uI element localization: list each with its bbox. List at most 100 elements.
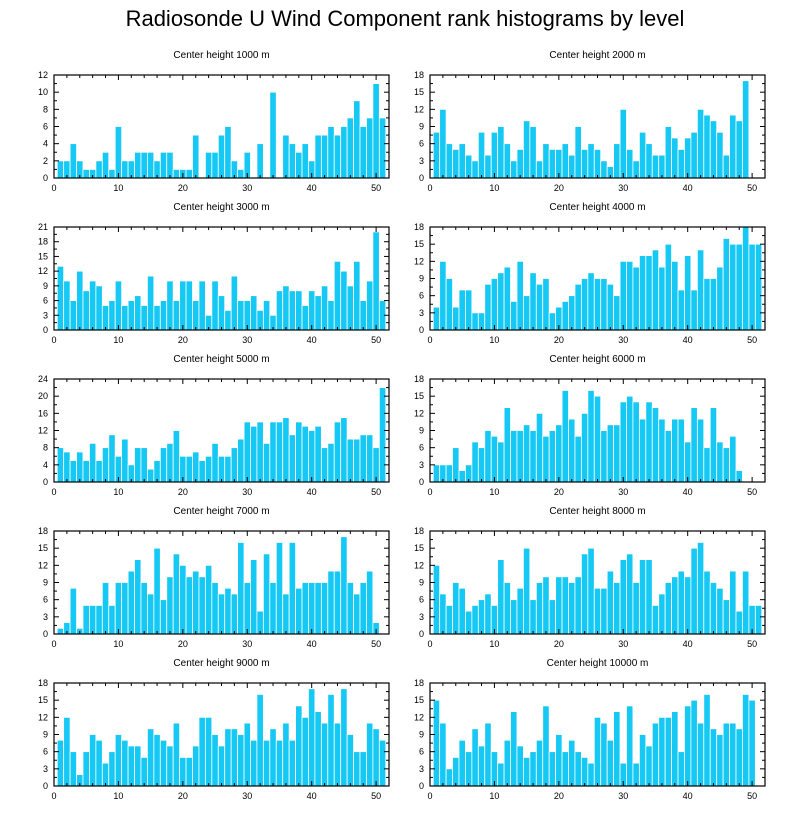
- histogram-bar: [121, 438, 129, 483]
- x-tick-label: 20: [554, 335, 564, 345]
- histogram-bar: [645, 401, 653, 483]
- x-tick-label: 20: [178, 791, 188, 801]
- y-tick-label: 12: [414, 408, 424, 418]
- histogram-bar: [516, 260, 524, 331]
- histogram-bar: [497, 126, 505, 179]
- histogram-bar: [295, 587, 303, 635]
- histogram-bar: [262, 553, 271, 635]
- histogram-bar: [134, 151, 142, 179]
- histogram-bar: [690, 407, 698, 483]
- y-tick-label: 6: [43, 747, 48, 757]
- histogram-bar: [95, 460, 103, 483]
- histogram-bar: [172, 300, 181, 331]
- y-tick-label: 6: [419, 291, 424, 301]
- histogram-bar: [606, 570, 614, 635]
- histogram-bar: [147, 593, 155, 635]
- histogram-bar: [147, 468, 155, 483]
- histogram-bar: [153, 734, 161, 787]
- histogram-bar: [619, 108, 627, 179]
- histogram-bar: [458, 470, 466, 483]
- histogram-bar: [140, 756, 148, 787]
- histogram-bar: [262, 300, 271, 331]
- histogram-bar: [593, 716, 602, 787]
- histogram-bar: [651, 604, 660, 635]
- histogram-bar: [147, 151, 155, 179]
- histogram-bar: [684, 705, 692, 787]
- histogram-bar: [709, 582, 718, 635]
- histogram-bar: [651, 249, 660, 331]
- histogram-bar: [69, 300, 77, 331]
- histogram-bar: [153, 460, 161, 483]
- histogram-bar: [89, 442, 97, 483]
- histogram-bar: [638, 255, 647, 331]
- x-tick-label: 20: [554, 487, 564, 497]
- histogram-bar: [664, 716, 672, 787]
- y-tick-label: 10: [38, 87, 48, 97]
- histogram-bar: [378, 739, 387, 787]
- histogram-bar: [366, 722, 374, 787]
- histogram-bar: [452, 447, 460, 483]
- histogram-bar: [523, 120, 531, 179]
- histogram-bar: [224, 309, 232, 331]
- histogram-bar: [580, 756, 589, 787]
- histogram-bar: [353, 593, 361, 635]
- y-tick-label: 0: [43, 173, 48, 183]
- histogram-bar: [632, 401, 640, 483]
- histogram-bar: [735, 728, 743, 787]
- y-tick-label: 15: [414, 695, 424, 705]
- histogram-bar: [477, 745, 486, 787]
- histogram-bar: [314, 295, 322, 331]
- histogram-bar: [535, 412, 544, 483]
- histogram-bar: [439, 593, 447, 635]
- histogram-bar: [243, 421, 251, 483]
- histogram-bar: [729, 435, 737, 483]
- histogram-bar: [651, 154, 660, 179]
- histogram-bar: [684, 441, 692, 483]
- panel-title: Center height 9000 m: [173, 658, 269, 669]
- histogram-bar: [340, 417, 348, 483]
- histogram-bar: [82, 751, 90, 787]
- histogram-bar: [696, 249, 705, 331]
- histogram-bar: [288, 542, 296, 635]
- histogram-bar: [179, 280, 187, 331]
- histogram-bar: [632, 582, 640, 635]
- histogram-bar: [684, 576, 692, 635]
- histogram-bar: [722, 154, 730, 179]
- histogram-bar: [211, 280, 219, 331]
- histogram-bar: [353, 260, 361, 331]
- histogram-bar: [439, 722, 447, 787]
- histogram-bar: [690, 131, 698, 179]
- histogram-bar: [101, 762, 110, 787]
- histogram-bar: [172, 553, 181, 635]
- histogram-bar: [568, 418, 576, 483]
- histogram-bar: [484, 430, 492, 483]
- histogram-bar: [108, 169, 116, 179]
- histogram-bar: [703, 447, 711, 483]
- y-tick-label: 8: [43, 104, 48, 114]
- histogram-bar: [684, 255, 692, 331]
- histogram-bar: [645, 745, 653, 787]
- y-tick-label: 9: [419, 730, 424, 740]
- histogram-bar: [516, 148, 524, 179]
- x-tick-label: 20: [178, 335, 188, 345]
- histogram-bar: [484, 154, 492, 179]
- histogram-bar: [366, 570, 374, 635]
- histogram-bar: [645, 255, 653, 331]
- histogram-bar: [282, 722, 290, 787]
- y-tick-label: 0: [43, 477, 48, 487]
- histogram-bar: [606, 283, 614, 331]
- histogram-bar: [230, 275, 239, 331]
- histogram-bar: [314, 134, 322, 179]
- histogram-bar: [269, 728, 277, 787]
- histogram-bar: [696, 722, 705, 787]
- x-tick-label: 0: [427, 183, 432, 193]
- histogram-bar: [503, 739, 511, 787]
- histogram-bar: [497, 272, 505, 331]
- histogram-bar: [262, 739, 271, 787]
- histogram-bar: [664, 582, 672, 635]
- x-tick-label: 30: [618, 183, 628, 193]
- panel-title: Center height 8000 m: [549, 506, 645, 517]
- histogram-bar: [269, 582, 277, 635]
- histogram-bar: [333, 134, 342, 179]
- histogram-bar: [153, 305, 161, 331]
